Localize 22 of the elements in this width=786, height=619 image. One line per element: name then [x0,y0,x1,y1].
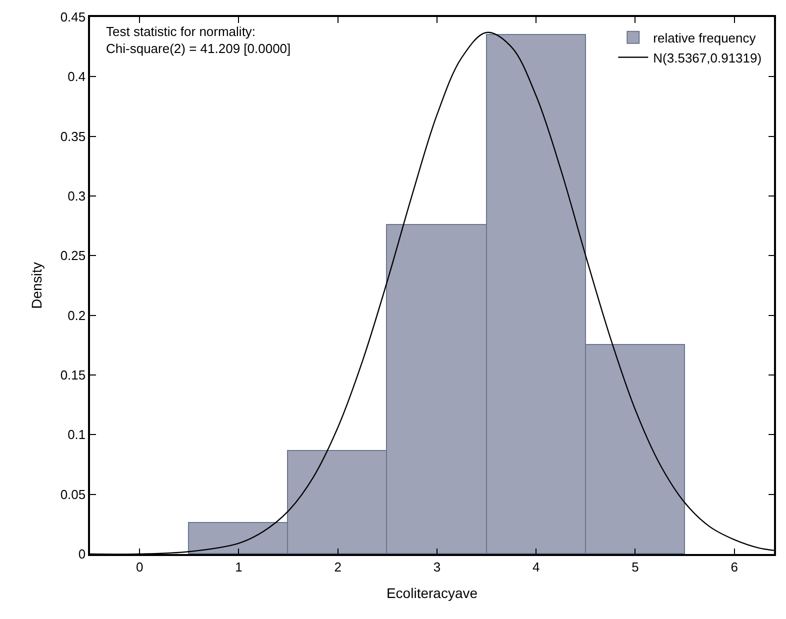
x-tick-label: 6 [730,559,738,574]
y-tick-label: 0.1 [68,427,86,442]
annotation: Test statistic for normality: Chi-square(2) = 41.209 [0.0000] [106,24,291,56]
y-tick-label: 0 [78,546,86,562]
y-tick-label: 0.05 [60,486,86,502]
x-tick-label: 1 [235,559,242,574]
legend-label: N(3.5367,0.91319) [653,50,762,66]
x-tick-label: 3 [433,559,441,574]
y-tick-label: 0.4 [68,69,86,84]
y-tick-label: 0.45 [60,10,86,25]
y-tick-label: 0.3 [68,188,86,204]
y-tick-label: 0.2 [68,308,86,323]
y-tick-label: 0.35 [60,128,86,144]
x-tick-label: 4 [532,559,540,574]
x-tick-label: 2 [334,559,342,574]
y-axis-title: Density [28,262,44,309]
legend-label: relative frequency [653,30,756,46]
y-tick-label: 0.15 [60,368,86,383]
x-axis-title: Ecoliteracyave [386,585,478,602]
y-tick-label: 0.25 [60,248,86,264]
x-tick-label: 0 [136,559,144,574]
x-tick-label: 5 [632,559,639,574]
